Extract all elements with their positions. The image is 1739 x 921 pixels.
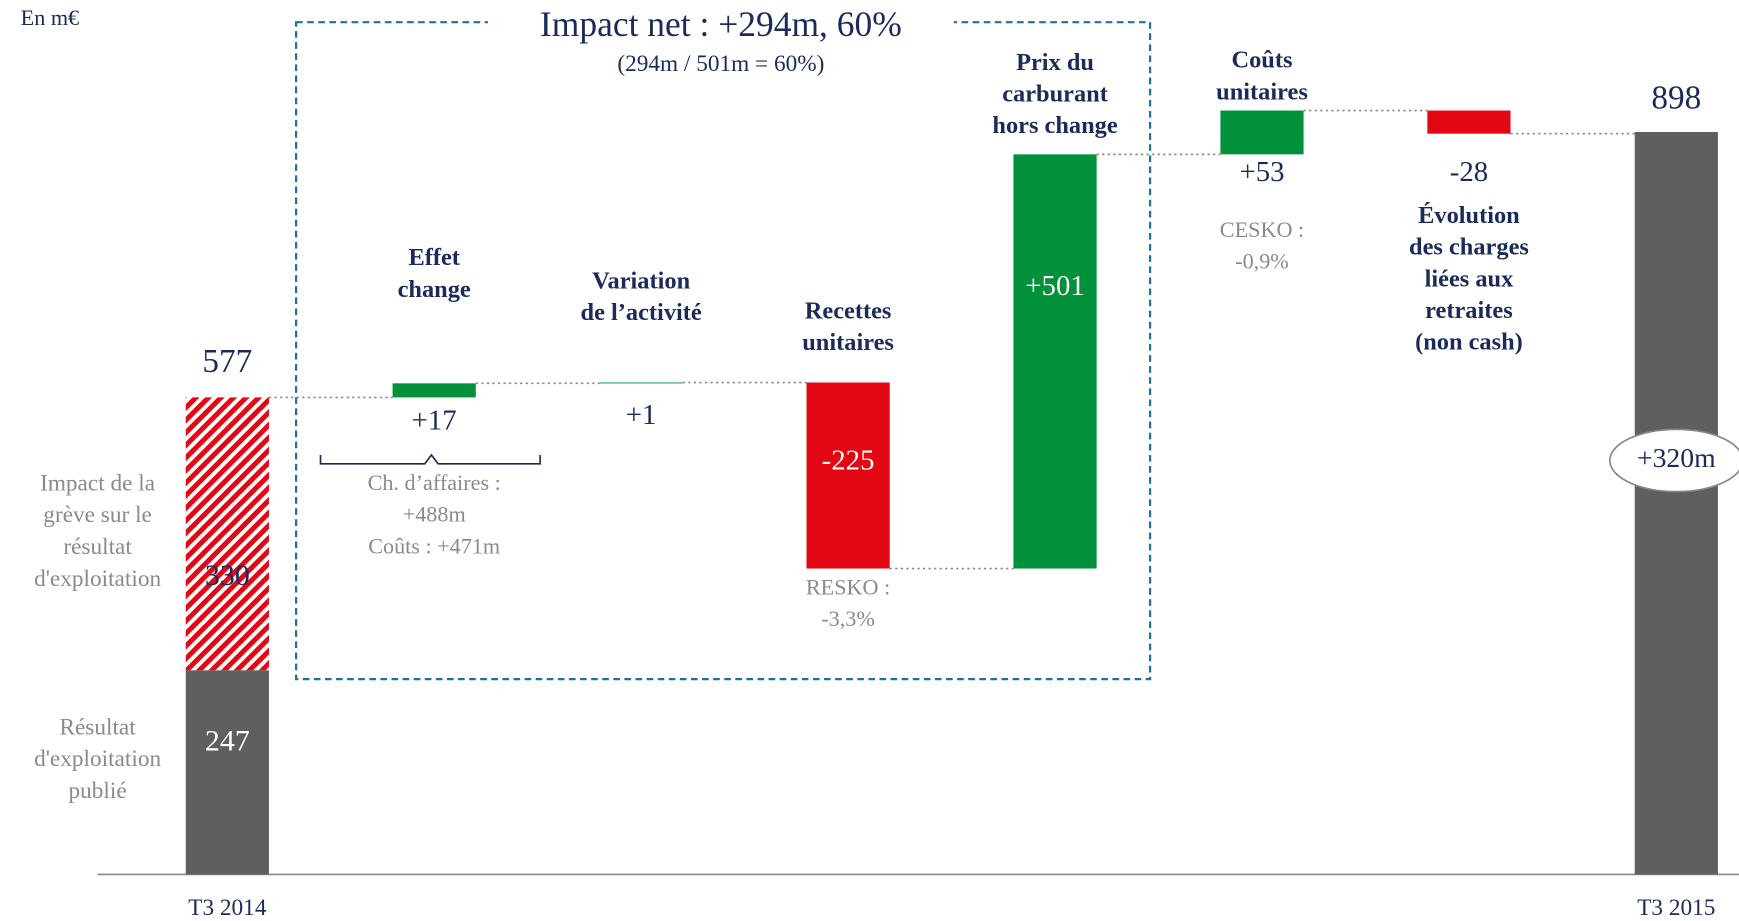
step-name: Évolution — [1418, 201, 1520, 229]
unit-label: En m€ — [21, 5, 80, 30]
box-title-bg — [487, 6, 954, 47]
end-total: 898 — [1651, 80, 1701, 117]
badge-label: +320m — [1637, 442, 1716, 473]
segment-name: Impact de la — [40, 470, 156, 496]
segment-name: grève sur le — [43, 502, 152, 528]
step-name: Prix du — [1016, 49, 1094, 76]
step-name: retraites — [1425, 297, 1513, 324]
value-label: -225 — [822, 444, 875, 476]
start-segment — [185, 670, 269, 875]
step-name: de l’activité — [581, 299, 702, 326]
step-note: -3,3% — [821, 606, 875, 631]
step-name: carburant — [1002, 81, 1109, 108]
segment-value: 330 — [205, 559, 250, 592]
step-name: Effet — [408, 244, 460, 271]
start-total: 577 — [202, 343, 252, 380]
step-name: liées aux — [1425, 265, 1515, 292]
segment-name: publié — [69, 778, 127, 804]
step-note: Ch. d’affaires : — [368, 470, 501, 495]
box-subtitle: (294m / 501m = 60%) — [617, 51, 824, 77]
step-bar — [1220, 110, 1304, 155]
segment-name: Résultat — [59, 714, 136, 740]
step-note: +488m — [403, 502, 466, 527]
step-name: Recettes — [805, 298, 892, 325]
step-name: Variation — [592, 268, 690, 295]
step-bar — [392, 383, 476, 398]
value-label: -28 — [1450, 156, 1488, 188]
x-category: T3 2015 — [1637, 895, 1715, 921]
box-title: Impact net : +294m, 60% — [540, 4, 902, 44]
step-bar — [806, 382, 890, 569]
x-category: T3 2014 — [188, 895, 267, 921]
step-bar — [1013, 154, 1097, 569]
value-label: +17 — [412, 404, 457, 436]
step-name: hors change — [992, 112, 1117, 139]
step-name: Coûts — [1232, 47, 1293, 74]
step-note: CESKO : — [1220, 217, 1304, 242]
step-name: change — [398, 276, 471, 303]
value-label: +53 — [1239, 156, 1284, 188]
step-bar — [599, 382, 683, 384]
segment-name: résultat — [63, 534, 132, 560]
end-bar — [1634, 132, 1718, 875]
brace — [319, 453, 541, 465]
value-label: +1 — [626, 399, 657, 431]
badge — [1608, 428, 1739, 493]
segment-name: d'exploitation — [34, 566, 161, 592]
segment-name: d'exploitation — [34, 746, 161, 772]
step-name: unitaires — [802, 329, 894, 356]
step-name: des charges — [1409, 234, 1529, 261]
step-note: RESKO : — [806, 574, 890, 599]
step-note: -0,9% — [1235, 249, 1289, 274]
step-name: (non cash) — [1415, 329, 1523, 356]
start-segment — [185, 397, 269, 671]
segment-value: 247 — [205, 724, 250, 757]
step-note: Coûts : +471m — [368, 533, 500, 558]
value-label: +501 — [1025, 270, 1085, 302]
step-name: unitaires — [1216, 78, 1308, 105]
step-bar — [1427, 110, 1511, 134]
